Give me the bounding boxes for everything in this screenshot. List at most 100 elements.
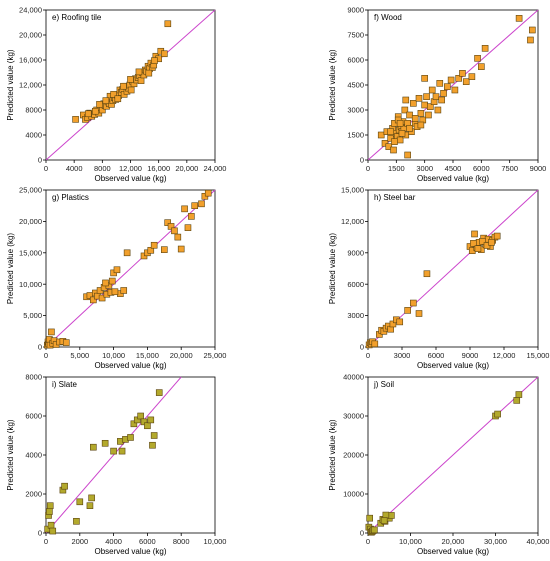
data-point [147,246,155,254]
data-point [377,131,385,139]
data-point [46,508,53,515]
data-point [432,93,440,100]
data-point [133,416,141,424]
data-point [90,443,97,451]
data-point [415,95,423,102]
x-tick-label: 15,000 [527,351,550,360]
y-tick-label: 2000 [25,490,42,499]
y-tick-label: 5,000 [23,311,42,320]
x-tick-label: 12,000 [119,164,142,173]
data-point [191,202,199,209]
data-point [371,340,379,348]
data-point [478,63,485,70]
x-tick-label: 30,000 [484,537,507,546]
y-axis-label: Predicted value (kg) [6,233,15,304]
data-point [381,140,389,147]
data-point [49,527,57,535]
x-tick-label: 16,000 [147,164,170,173]
data-point [468,73,476,80]
data-point [120,287,128,294]
y-tick-label: 40000 [343,373,364,382]
data-point [459,70,466,77]
data-point [470,240,477,247]
data-point [423,270,431,278]
data-point [385,143,393,150]
data-point [421,75,428,82]
data-point [127,86,135,94]
data-point [434,106,442,114]
data-point [396,136,404,144]
y-tick-label: 8000 [25,106,42,115]
x-tick-label: 20,000 [442,537,465,546]
data-point [47,521,55,529]
data-point [108,277,116,285]
y-tick-label: 16,000 [19,56,42,65]
data-point [436,80,444,87]
data-point [118,447,126,455]
data-point [101,439,109,447]
data-point [404,307,411,314]
x-tick-label: 3000 [416,164,433,173]
data-point [155,389,163,396]
data-point [161,246,168,253]
data-point [387,128,394,135]
data-point [451,86,459,94]
y-tick-label: 15,000 [19,248,42,257]
x-tick-label: 6000 [428,351,445,360]
x-tick-label: 20,000 [175,164,198,173]
data-point [398,130,406,137]
data-point [188,213,195,220]
x-tick-label: 4000 [105,537,122,546]
data-point [150,432,158,439]
data-point [73,517,80,525]
data-point [447,76,455,84]
x-tick-label: 0 [366,537,370,546]
x-tick-label: 10,000 [204,537,227,546]
data-point [417,121,425,129]
y-tick-label: 20000 [343,451,364,460]
data-point [410,100,417,107]
data-point [102,97,110,104]
y-tick-label: 6000 [25,412,42,421]
y-tick-label: 25,000 [19,186,42,195]
y-tick-label: 10000 [343,490,364,499]
panel-title: h) Steel bar [374,193,416,202]
y-tick-label: 20,000 [19,217,42,226]
data-point [371,526,378,534]
data-point [111,288,119,296]
data-point [151,57,158,64]
y-tick-label: 20,000 [19,31,42,40]
data-point [406,111,413,119]
data-point [438,96,445,104]
x-tick-label: 0 [366,351,370,360]
data-point [425,111,432,119]
y-axis-label: Predicted value (kg) [6,419,15,490]
data-point [84,110,92,118]
data-point [388,512,395,519]
x-tick-label: 6000 [139,537,156,546]
data-point [474,245,482,252]
data-point [455,75,462,82]
x-tick-label: 4000 [66,164,83,173]
data-point [123,249,131,257]
data-point [86,502,94,510]
y-tick-label: 9000 [347,248,364,257]
panel-title: f) Wood [374,13,402,22]
data-point [390,146,397,154]
data-point [515,15,523,22]
data-point [181,205,188,213]
data-point [417,110,425,117]
data-point [127,76,134,83]
data-point [402,96,410,104]
data-point [481,45,489,52]
data-point [88,494,95,502]
data-point [167,223,175,230]
data-point [135,68,143,76]
data-point [404,151,411,159]
y-tick-label: 4000 [25,451,42,460]
data-point [440,90,447,97]
data-point [96,101,103,108]
panel-title: j) Soil [373,380,394,389]
data-point [91,107,99,115]
data-point [406,125,413,132]
